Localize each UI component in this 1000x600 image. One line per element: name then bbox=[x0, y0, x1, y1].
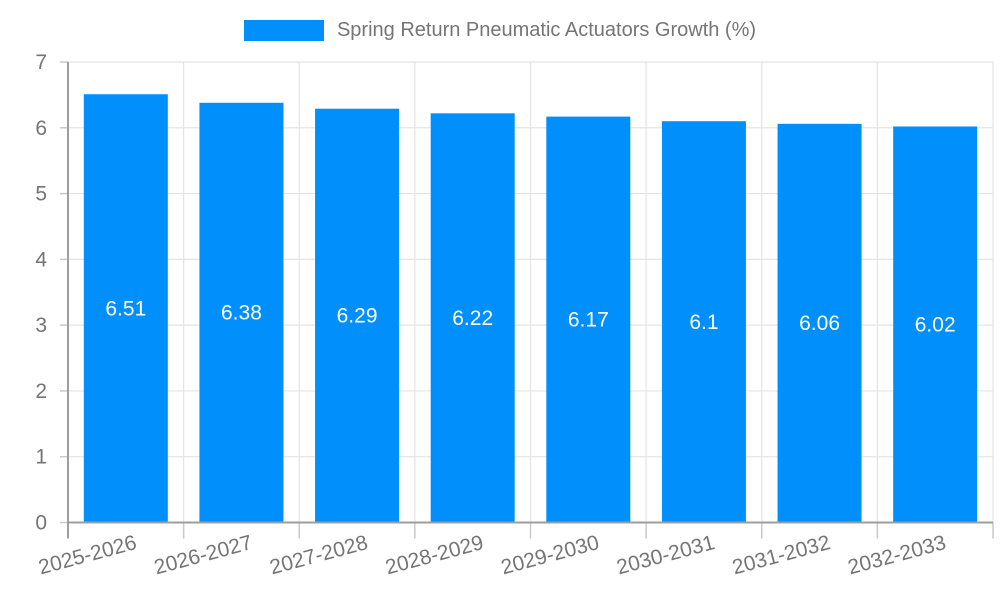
x-axis-label: 2026-2027 bbox=[152, 531, 255, 579]
x-axis-label: 2028-2029 bbox=[383, 531, 486, 579]
x-axis-label: 2029-2030 bbox=[499, 531, 602, 579]
bar bbox=[893, 126, 978, 523]
bar-value-label: 6.22 bbox=[452, 307, 493, 330]
bar-value-label: 6.1 bbox=[689, 311, 718, 334]
bar-value-label: 6.51 bbox=[105, 297, 146, 320]
bar-value-label: 6.29 bbox=[337, 305, 378, 328]
y-axis-label: 5 bbox=[35, 183, 47, 206]
bar-value-label: 6.17 bbox=[568, 309, 609, 332]
y-axis-label: 6 bbox=[35, 117, 47, 140]
x-axis-label: 2027-2028 bbox=[267, 531, 370, 579]
bar-value-label: 6.02 bbox=[915, 313, 956, 336]
bar bbox=[546, 116, 631, 523]
y-axis-label: 3 bbox=[35, 314, 47, 337]
legend[interactable]: Spring Return Pneumatic Actuators Growth… bbox=[0, 19, 1000, 42]
y-axis-label: 4 bbox=[35, 248, 47, 271]
bar bbox=[199, 102, 284, 523]
bar bbox=[661, 121, 746, 523]
x-axis-label: 2032-2033 bbox=[846, 531, 949, 579]
y-axis-label: 1 bbox=[35, 446, 47, 469]
y-axis-label: 2 bbox=[35, 380, 47, 403]
bar-value-label: 6.06 bbox=[799, 312, 840, 335]
bar-value-label: 6.38 bbox=[221, 302, 262, 325]
bar bbox=[315, 108, 400, 523]
bar bbox=[430, 113, 515, 523]
legend-swatch bbox=[243, 20, 324, 41]
bar bbox=[83, 94, 168, 523]
x-axis-label: 2025-2026 bbox=[36, 531, 139, 579]
legend-label: Spring Return Pneumatic Actuators Growth… bbox=[336, 19, 757, 41]
y-axis-label: 7 bbox=[35, 51, 47, 74]
x-axis-label: 2030-2031 bbox=[614, 531, 717, 579]
bar bbox=[777, 123, 862, 523]
y-axis-label: 0 bbox=[35, 512, 47, 535]
x-axis-label: 2031-2032 bbox=[730, 531, 833, 579]
